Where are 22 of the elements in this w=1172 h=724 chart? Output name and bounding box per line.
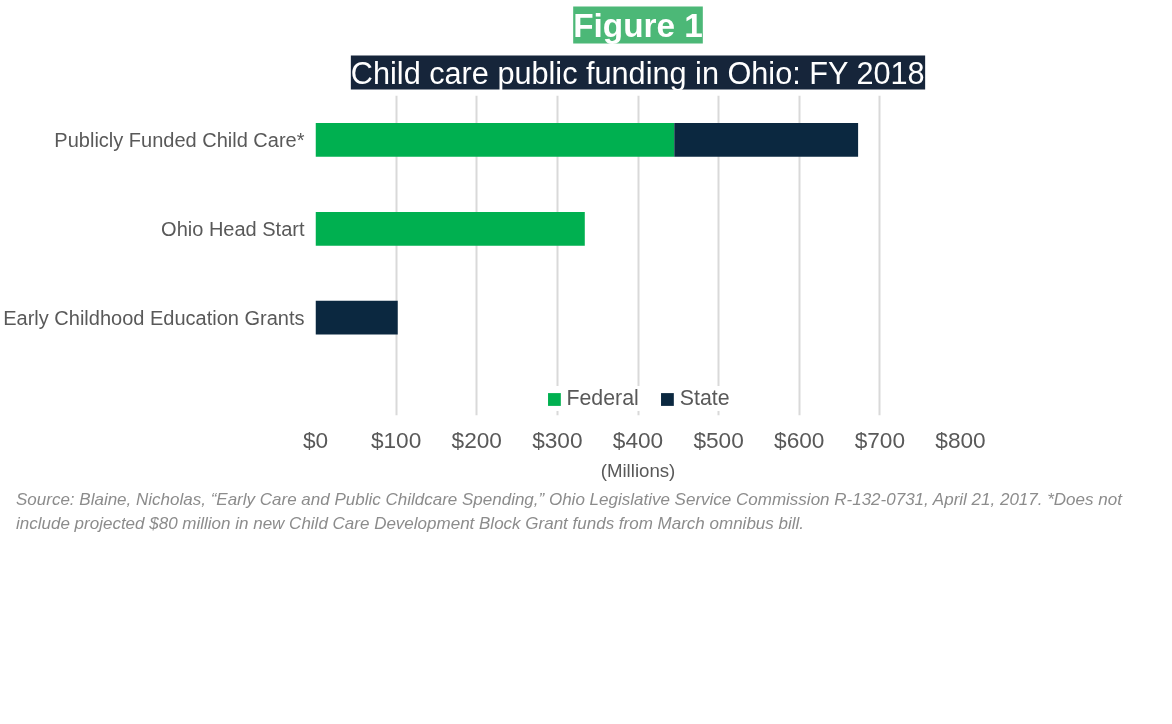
y-tick-label: Publicly Funded Child Care* — [54, 128, 305, 151]
x-axis-title: (Millions) — [600, 459, 676, 481]
x-tick-label: $400 — [612, 426, 664, 453]
legend-label: Federal — [566, 386, 639, 411]
legend-label: State — [679, 386, 730, 411]
x-tick-label: $500 — [693, 426, 744, 453]
y-tick-label: Early Childhood Education Grants — [3, 306, 305, 329]
x-tick-label: $0 — [302, 426, 329, 453]
chart-title: Figure 1 — [573, 6, 703, 44]
x-tick-label: $800 — [935, 426, 986, 453]
bar — [674, 123, 859, 157]
chart-subtitle: Child care public funding in Ohio: FY 2018 — [350, 55, 925, 91]
bar — [315, 211, 585, 246]
x-tick-label: $600 — [774, 426, 825, 453]
x-tick-label: $700 — [854, 426, 906, 453]
x-tick-label: $200 — [451, 426, 502, 453]
x-tick-label: $300 — [532, 426, 583, 453]
x-tick-label: $100 — [370, 426, 422, 453]
y-tick-label: Ohio Head Start — [161, 217, 305, 240]
bar — [315, 300, 398, 335]
bar — [315, 123, 675, 157]
source-note: Source: Blaine, Nicholas, “Early Care and Public Childcare Spending,” Ohio Legislative Service Commission R-132-0731, April 21, 2017. *Does not include projected $80 million in new Child Care Development Block Grant funds from March omnibus bill. — [16, 489, 1124, 535]
